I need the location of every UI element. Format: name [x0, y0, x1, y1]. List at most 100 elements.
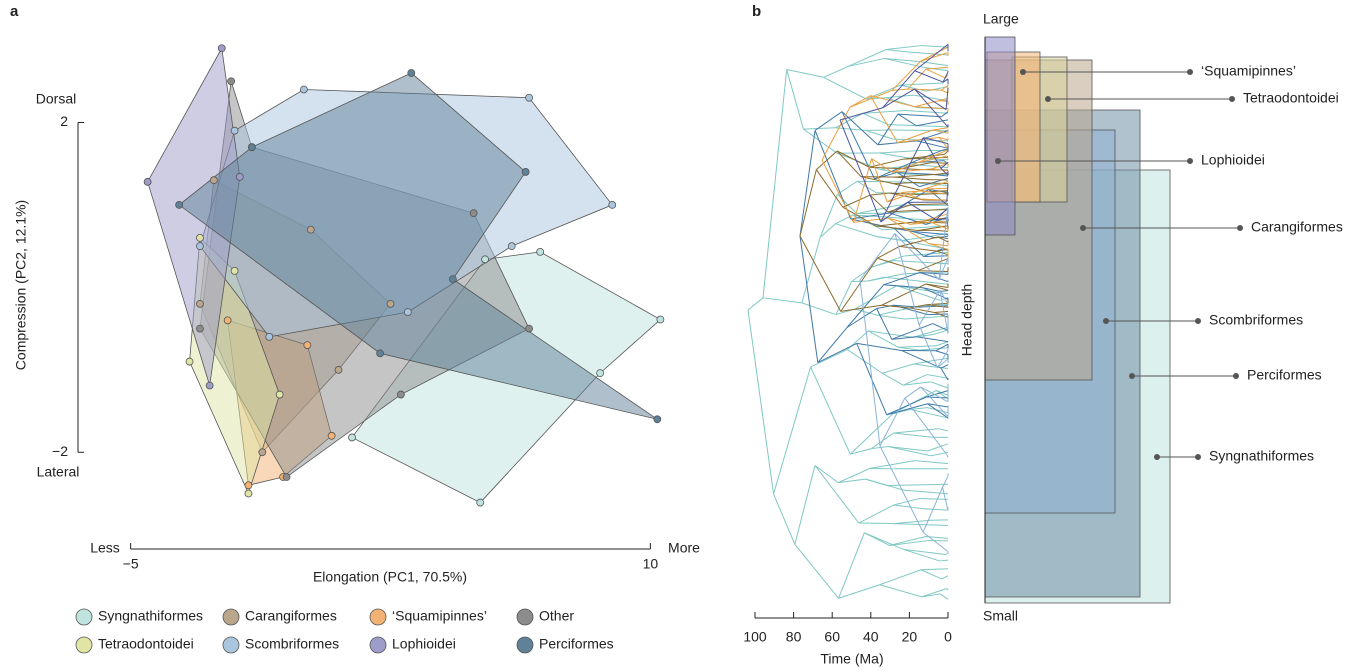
branch — [843, 195, 870, 207]
branch — [919, 499, 948, 500]
branch — [921, 387, 948, 402]
branch — [938, 429, 948, 431]
branch — [848, 49, 886, 66]
branch — [905, 110, 948, 113]
leader-dot — [1187, 158, 1193, 164]
branch — [886, 46, 922, 50]
branch — [923, 532, 948, 551]
branch — [890, 541, 929, 546]
y-tick-label: 2 — [60, 113, 68, 129]
point — [144, 178, 151, 185]
branch — [941, 90, 948, 93]
clade-label: Carangiformes — [1251, 219, 1343, 235]
point — [283, 474, 290, 481]
branch — [795, 544, 839, 598]
branch — [924, 509, 948, 510]
branch — [892, 89, 908, 90]
y-high-label: Dorsal — [36, 91, 76, 107]
leader-dot — [1187, 69, 1193, 75]
branch — [795, 465, 815, 544]
point — [276, 391, 283, 398]
branch — [763, 69, 787, 297]
point — [387, 300, 394, 307]
clade-label: Tetraodontoidei — [1243, 90, 1339, 106]
x-tick-label: 60 — [824, 629, 840, 645]
branch — [893, 409, 910, 413]
branch — [879, 153, 909, 158]
point — [408, 69, 415, 76]
point — [537, 248, 544, 255]
x-low-label: Less — [90, 540, 120, 556]
leader-dot — [1237, 225, 1243, 231]
branch — [868, 277, 884, 281]
branch — [763, 298, 802, 303]
branch — [877, 308, 892, 339]
branch — [918, 271, 948, 272]
branch — [894, 433, 932, 437]
branch — [903, 549, 945, 554]
branch — [860, 280, 880, 446]
point — [508, 243, 515, 250]
branch — [815, 465, 859, 523]
branch — [880, 570, 921, 585]
legend-swatch — [76, 637, 92, 653]
point — [196, 234, 203, 241]
leader-dot — [1195, 318, 1201, 324]
branch — [933, 128, 948, 130]
point — [248, 144, 255, 151]
branch — [934, 230, 948, 231]
branch — [879, 151, 920, 153]
branch — [911, 204, 948, 205]
branch — [916, 120, 948, 126]
branch — [898, 347, 919, 350]
y-axis-title: Compression (PC2, 12.1%) — [13, 200, 29, 370]
clade-label: ‘Squamipinnes’ — [1201, 63, 1296, 79]
branch — [774, 367, 811, 494]
point — [470, 210, 477, 217]
legend-swatch — [370, 637, 386, 653]
branch — [947, 184, 948, 202]
branch — [774, 494, 795, 544]
branch — [943, 476, 948, 487]
legend-label: Perciformes — [539, 636, 614, 652]
legend-label: Other — [539, 608, 574, 624]
branch — [818, 343, 857, 362]
branch — [893, 130, 948, 131]
point — [307, 226, 314, 233]
point — [482, 256, 489, 263]
branch — [898, 114, 941, 117]
branch — [894, 524, 939, 526]
branch — [916, 337, 948, 342]
point — [377, 350, 384, 357]
legend-label: ‘Squamipinnes’ — [392, 608, 487, 624]
x-tick-label: 40 — [863, 629, 879, 645]
point — [196, 325, 203, 332]
point — [300, 86, 307, 93]
x-high-label: More — [668, 540, 700, 556]
branch — [820, 194, 837, 237]
legend-swatch — [517, 609, 533, 625]
branch — [890, 536, 926, 545]
point — [231, 267, 238, 274]
x-tick-label: 80 — [786, 629, 802, 645]
branch — [880, 446, 923, 532]
branch — [921, 569, 948, 570]
branch — [888, 484, 948, 485]
branch — [824, 66, 849, 77]
panel-label: b — [752, 3, 761, 20]
branch — [898, 346, 936, 347]
figure: a b −22DorsalLateralCompression (PC2, 12… — [0, 0, 1368, 670]
leader-dot — [1195, 454, 1201, 460]
point — [404, 309, 411, 316]
branch — [882, 364, 914, 373]
legend-label: Tetraodontoidei — [98, 636, 194, 652]
branch — [870, 193, 890, 195]
branch — [894, 228, 923, 256]
point — [186, 358, 193, 365]
panel-label: a — [10, 3, 19, 20]
branch — [824, 77, 867, 99]
branch — [947, 156, 948, 160]
branch — [839, 585, 880, 599]
x-tick-label: −5 — [123, 556, 139, 572]
y-low-label: Small — [983, 608, 1018, 624]
